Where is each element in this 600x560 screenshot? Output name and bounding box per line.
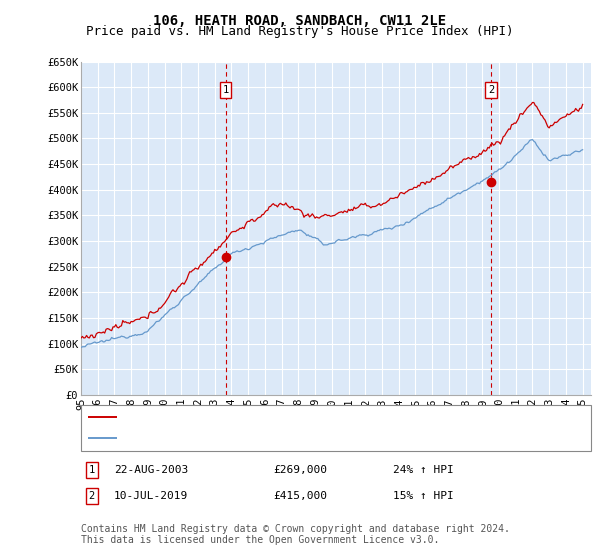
Text: 2: 2 — [488, 85, 494, 95]
Text: HPI: Average price, detached house, Cheshire East: HPI: Average price, detached house, Ches… — [122, 433, 452, 444]
Text: £269,000: £269,000 — [273, 465, 327, 475]
Text: 2: 2 — [89, 491, 95, 501]
Text: 106, HEATH ROAD, SANDBACH, CW11 2LE (detached house): 106, HEATH ROAD, SANDBACH, CW11 2LE (det… — [122, 412, 473, 422]
Text: Price paid vs. HM Land Registry's House Price Index (HPI): Price paid vs. HM Land Registry's House … — [86, 25, 514, 38]
Text: Contains HM Land Registry data © Crown copyright and database right 2024.
This d: Contains HM Land Registry data © Crown c… — [81, 524, 510, 545]
Text: 24% ↑ HPI: 24% ↑ HPI — [393, 465, 454, 475]
Text: 1: 1 — [223, 85, 229, 95]
Text: 22-AUG-2003: 22-AUG-2003 — [114, 465, 188, 475]
Text: £415,000: £415,000 — [273, 491, 327, 501]
Text: 10-JUL-2019: 10-JUL-2019 — [114, 491, 188, 501]
Text: 15% ↑ HPI: 15% ↑ HPI — [393, 491, 454, 501]
Text: 1: 1 — [89, 465, 95, 475]
Text: 106, HEATH ROAD, SANDBACH, CW11 2LE: 106, HEATH ROAD, SANDBACH, CW11 2LE — [154, 14, 446, 28]
